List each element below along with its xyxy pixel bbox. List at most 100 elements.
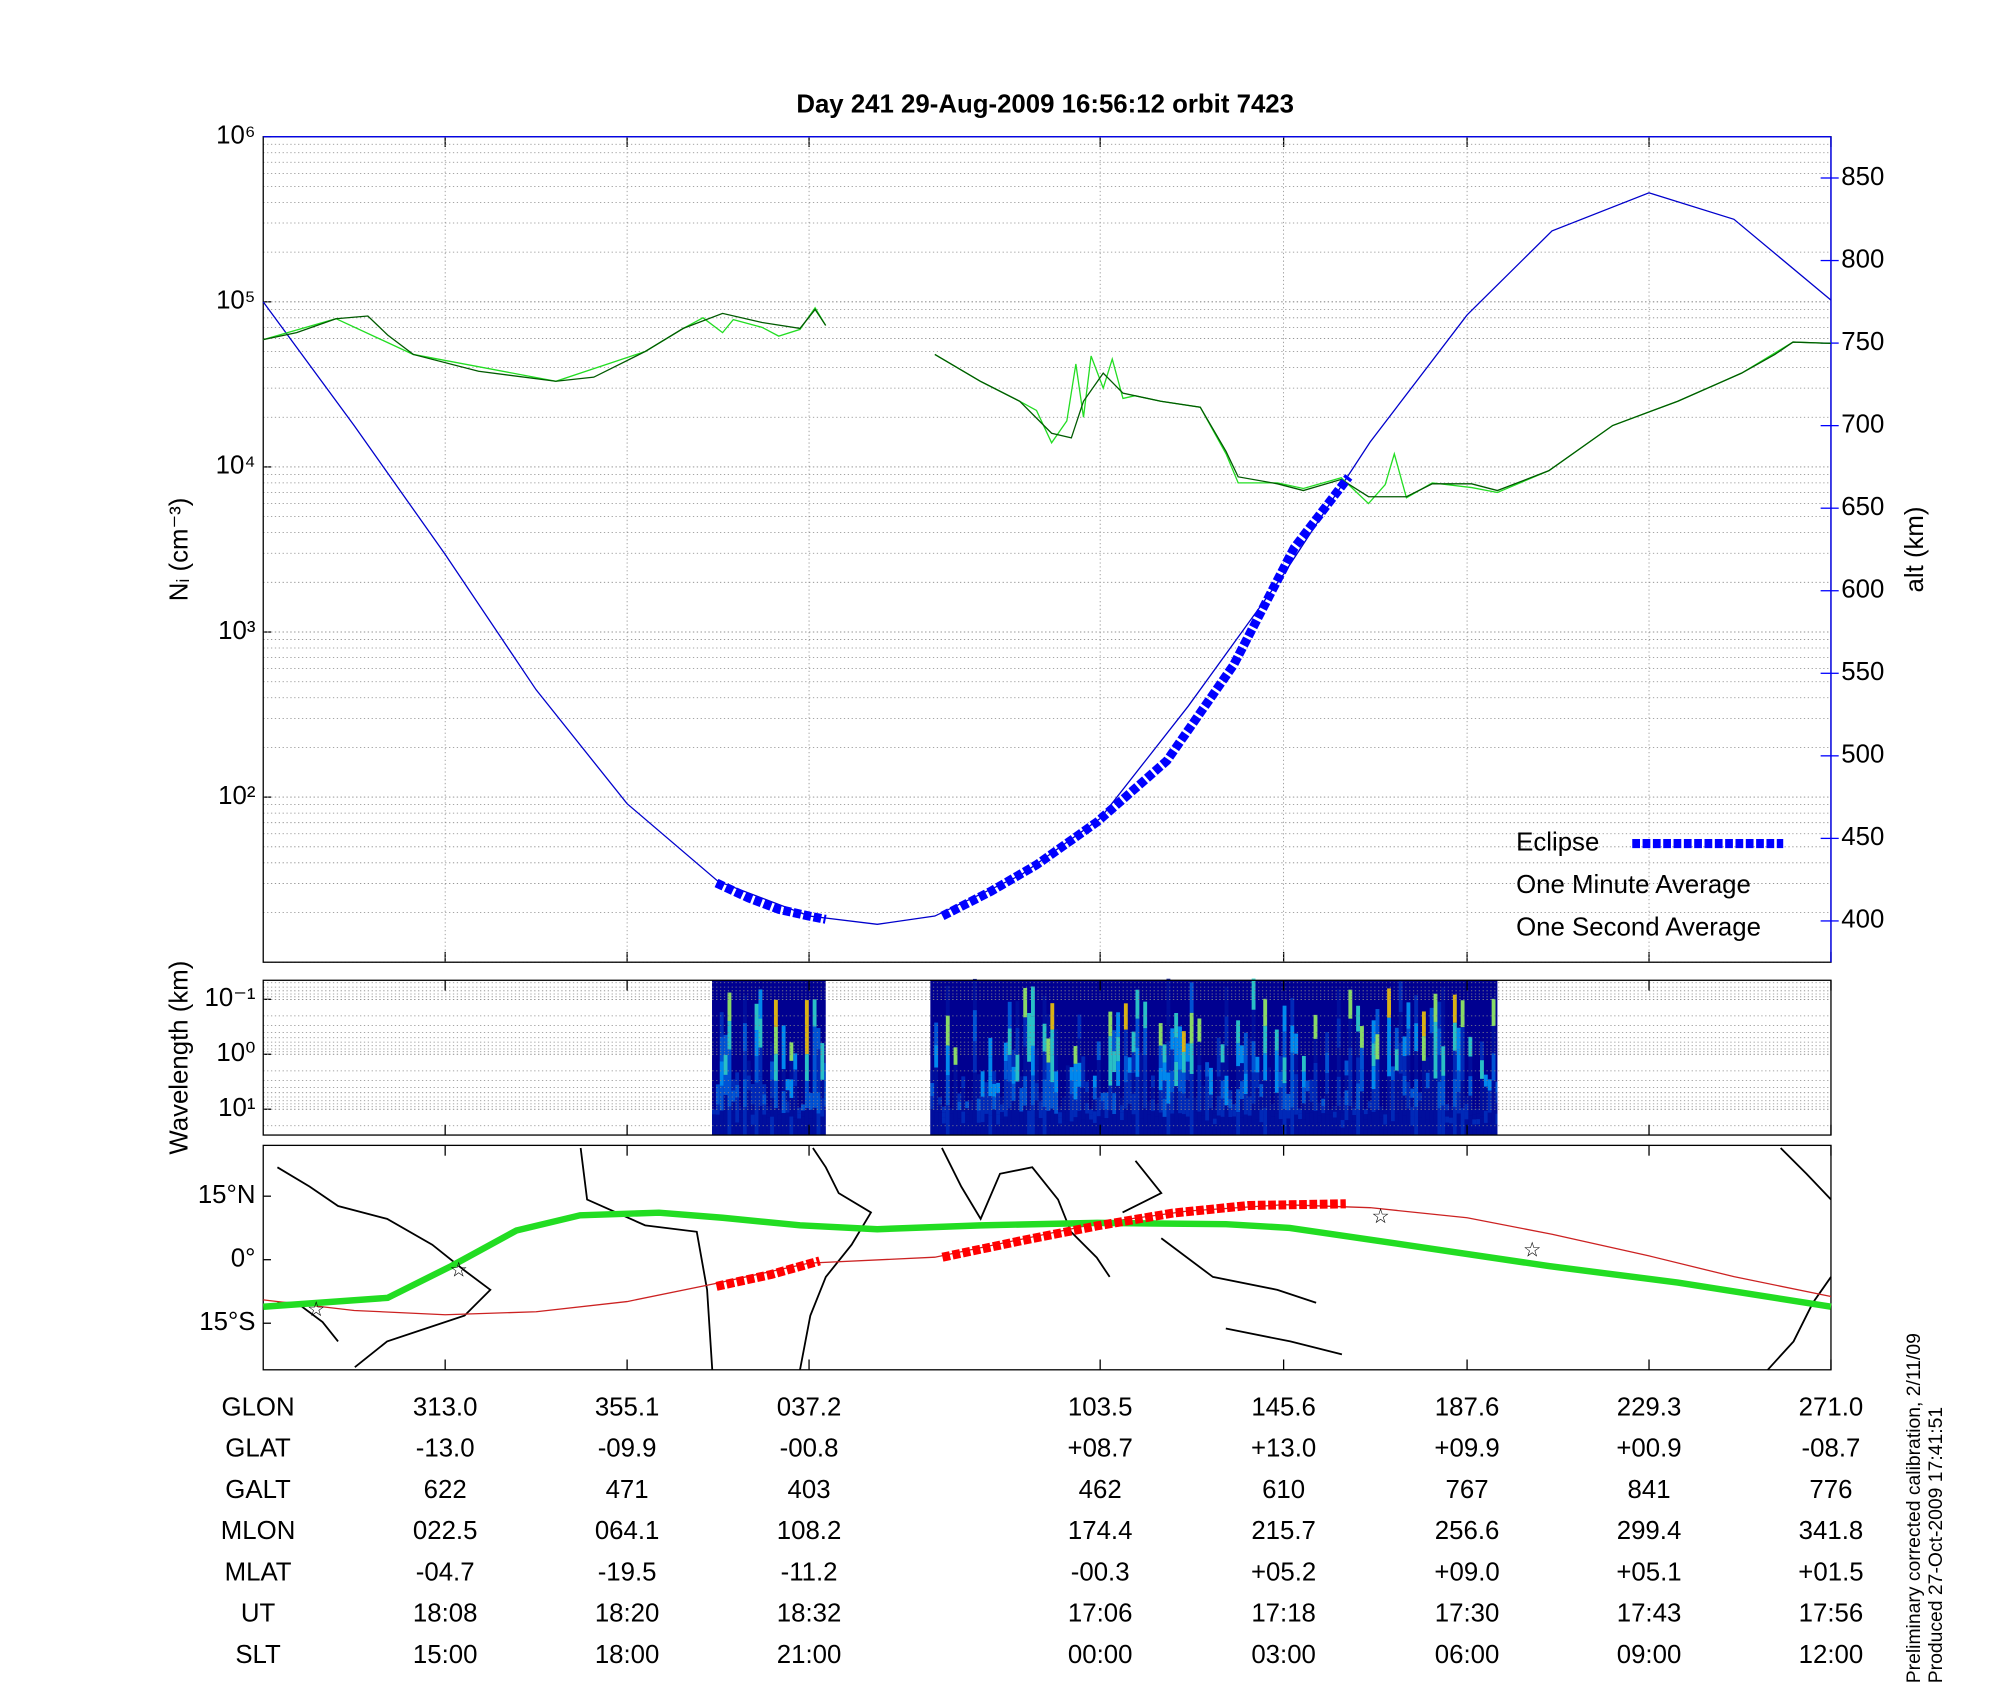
spectrogram-cell bbox=[1491, 1080, 1496, 1108]
spectrogram-cell bbox=[773, 1080, 778, 1109]
spectrogram-cell bbox=[953, 1047, 958, 1065]
spectrogram-cell bbox=[1197, 1088, 1202, 1112]
spectrogram-cell bbox=[1321, 1120, 1326, 1128]
spectrogram-cell bbox=[1336, 1047, 1341, 1077]
spectrogram-cell bbox=[770, 1061, 774, 1080]
spectrogram-cell bbox=[1286, 1102, 1291, 1111]
spectrogram-cell bbox=[1220, 1080, 1225, 1099]
spectrogram-cell bbox=[1228, 1090, 1233, 1100]
spectrogram-cell bbox=[949, 1108, 954, 1114]
spectrogram-cell bbox=[1023, 1046, 1028, 1077]
spectrogram-cell bbox=[1449, 1117, 1453, 1124]
spectrogram-cell bbox=[1445, 1110, 1450, 1117]
spectrogram-cell bbox=[1298, 1124, 1302, 1130]
spectrogram-cell bbox=[1410, 1088, 1415, 1098]
spectrogram-cell bbox=[1437, 1055, 1442, 1082]
spectrogram-cell bbox=[758, 1076, 763, 1106]
spectrogram-cell bbox=[1449, 1129, 1453, 1136]
spectrogram-cell bbox=[1034, 1117, 1039, 1136]
table-cell: -08.7 bbox=[1802, 1435, 1861, 1463]
spectrogram-cell bbox=[1058, 1106, 1062, 1113]
spectrogram-cell bbox=[1236, 1112, 1241, 1136]
spectrogram-cell bbox=[1236, 1066, 1241, 1090]
spectrogram-cell bbox=[980, 1096, 985, 1110]
spectrogram-cell bbox=[1274, 1092, 1279, 1114]
spectrogram-cell bbox=[715, 1084, 720, 1095]
spectrogram-cell bbox=[731, 1112, 736, 1124]
spectrogram-cell bbox=[1243, 1114, 1248, 1136]
spectrogram-cell bbox=[797, 1129, 802, 1136]
spectrogram-cell bbox=[1023, 1105, 1028, 1136]
spectrogram-cell bbox=[1085, 1113, 1090, 1125]
spectrogram-cell bbox=[965, 1121, 970, 1129]
spectrogram-cell bbox=[1414, 995, 1419, 1024]
spectrogram-cell bbox=[1123, 1029, 1128, 1057]
spectrogram-cell bbox=[754, 1082, 759, 1109]
spectrogram-cell bbox=[1433, 1078, 1438, 1107]
spectrogram-cell bbox=[1247, 1057, 1252, 1078]
spectrogram-cell bbox=[1429, 1033, 1434, 1059]
spectrogram-cell bbox=[1166, 978, 1171, 1010]
table-cell: +13.0 bbox=[1251, 1435, 1316, 1463]
spectrogram-cell bbox=[1317, 1128, 1322, 1136]
spectrogram-cell bbox=[969, 1099, 973, 1108]
spectrogram-cell bbox=[1402, 1075, 1407, 1096]
spectrogram-cell bbox=[1259, 1122, 1264, 1136]
spectrogram-cell bbox=[1379, 1117, 1384, 1124]
y-tick-label: 10⁶ bbox=[216, 122, 255, 150]
spectrogram-cell bbox=[715, 1124, 720, 1136]
spectrogram-cell bbox=[1139, 1068, 1144, 1086]
spectrogram-block bbox=[712, 980, 826, 1136]
spectrogram-cell bbox=[1089, 1119, 1093, 1125]
spectrogram-cell bbox=[953, 1117, 958, 1136]
spectrogram-cell bbox=[1367, 1128, 1372, 1136]
spectrogram-cell bbox=[1274, 1071, 1279, 1093]
spectrogram-cell bbox=[1154, 1103, 1159, 1110]
spectrogram-cell bbox=[1367, 1114, 1372, 1122]
spectrogram-cell bbox=[1027, 1037, 1031, 1062]
spectrogram-cell bbox=[781, 1091, 786, 1114]
spectrogram-cell bbox=[1286, 1093, 1291, 1103]
spectrogram-cell bbox=[1189, 982, 1194, 1013]
spectrogram-cell bbox=[1061, 1097, 1066, 1106]
spectrogram-cell bbox=[797, 1107, 802, 1114]
spectrogram-cell bbox=[961, 1111, 966, 1124]
spectrogram-cell bbox=[1212, 1129, 1217, 1136]
spectrogram-cell bbox=[1170, 1028, 1175, 1050]
spectrogram-cell bbox=[1166, 1103, 1171, 1136]
spectrogram-cell bbox=[1178, 1026, 1182, 1049]
spectrogram-cell bbox=[961, 1088, 966, 1100]
spectrogram-cell bbox=[1298, 1113, 1302, 1120]
table-cell: 17:30 bbox=[1435, 1600, 1500, 1628]
spectrogram-cell bbox=[1255, 1088, 1260, 1104]
spectrogram-cell bbox=[1332, 1117, 1337, 1124]
y2-tick-label: 550 bbox=[1841, 658, 1884, 686]
spectrogram-cell bbox=[808, 1126, 813, 1136]
spectrogram-cell bbox=[1061, 1120, 1066, 1128]
spectrogram-cell bbox=[1452, 1022, 1457, 1051]
spectrogram-cell bbox=[1305, 1113, 1310, 1125]
table-cell: 299.4 bbox=[1617, 1517, 1682, 1545]
spectrogram-cell bbox=[754, 1003, 759, 1031]
spectrogram-cell bbox=[984, 1082, 989, 1093]
spectrogram-cell bbox=[1131, 1093, 1136, 1115]
spectrogram-cell bbox=[1332, 1129, 1337, 1136]
spectrogram-cell bbox=[1038, 1101, 1043, 1110]
spectrogram-cell bbox=[1034, 1065, 1039, 1084]
spectrogram-cell bbox=[980, 1122, 985, 1136]
spectrogram-cell bbox=[945, 1015, 950, 1046]
spectrogram-cell bbox=[1421, 1060, 1426, 1086]
spectrogram-cell bbox=[1232, 1122, 1237, 1129]
spectrogram-cell bbox=[1216, 1115, 1221, 1136]
spectrogram-cell bbox=[777, 1119, 782, 1125]
legend-label: One Minute Average bbox=[1516, 871, 1751, 899]
spectrogram-cell bbox=[1325, 1032, 1330, 1053]
spectrogram-cell bbox=[1100, 1092, 1105, 1102]
spectrogram-cell bbox=[1170, 1049, 1175, 1072]
spectrogram-cell bbox=[1003, 1061, 1008, 1080]
spectrogram-cell bbox=[1441, 987, 1446, 1017]
row-label: MLON bbox=[221, 1517, 296, 1545]
y2-tick-label: 500 bbox=[1841, 741, 1884, 769]
spectrogram-cell bbox=[1255, 1056, 1260, 1073]
spectrogram-cell bbox=[1418, 1100, 1422, 1110]
